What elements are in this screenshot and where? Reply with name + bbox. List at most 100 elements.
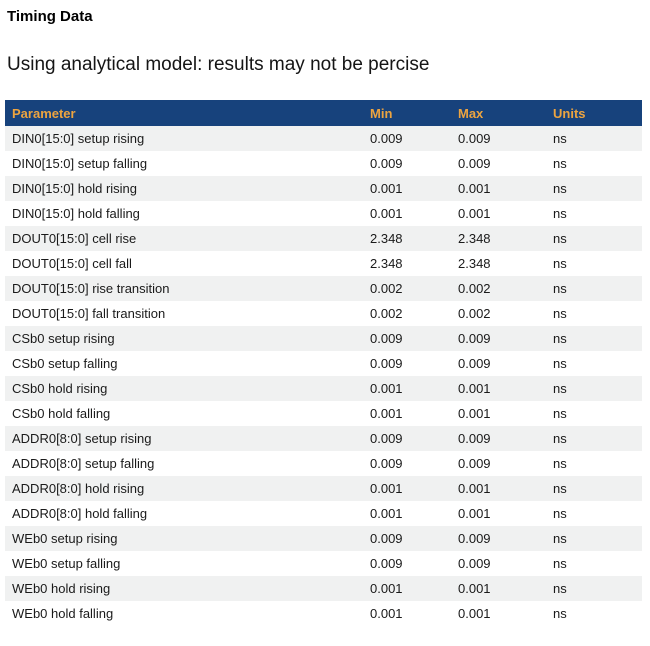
cell-max: 0.009 xyxy=(458,131,491,146)
cell-parameter: CSb0 hold falling xyxy=(12,406,111,421)
table-row: ADDR0[8:0] setup falling 0.009 0.009 ns xyxy=(5,451,642,476)
table-row: WEb0 hold falling 0.001 0.001 ns xyxy=(5,601,642,626)
cell-units: ns xyxy=(553,206,567,221)
cell-max: 0.001 xyxy=(458,581,491,596)
cell-parameter: WEb0 hold rising xyxy=(12,581,111,596)
cell-min: 2.348 xyxy=(370,231,403,246)
cell-min: 0.009 xyxy=(370,556,403,571)
cell-parameter: ADDR0[8:0] setup falling xyxy=(12,456,155,471)
page-title: Timing Data xyxy=(7,8,93,25)
cell-parameter: DIN0[15:0] hold rising xyxy=(12,181,138,196)
cell-min: 0.001 xyxy=(370,206,403,221)
cell-units: ns xyxy=(553,606,567,621)
cell-units: ns xyxy=(553,406,567,421)
table-row: DIN0[15:0] setup falling 0.009 0.009 ns xyxy=(5,151,642,176)
table-row: DOUT0[15:0] fall transition 0.002 0.002 ns xyxy=(5,301,642,326)
cell-parameter: CSb0 setup falling xyxy=(12,356,118,371)
table-row: DOUT0[15:0] cell fall 2.348 2.348 ns xyxy=(5,251,642,276)
cell-min: 0.001 xyxy=(370,406,403,421)
cell-units: ns xyxy=(553,431,567,446)
cell-min: 0.009 xyxy=(370,456,403,471)
cell-units: ns xyxy=(553,381,567,396)
cell-parameter: DIN0[15:0] hold falling xyxy=(12,206,140,221)
cell-parameter: DOUT0[15:0] rise transition xyxy=(12,281,170,296)
cell-min: 0.009 xyxy=(370,131,403,146)
cell-parameter: CSb0 setup rising xyxy=(12,331,115,346)
cell-units: ns xyxy=(553,331,567,346)
cell-parameter: DOUT0[15:0] cell fall xyxy=(12,256,132,271)
cell-max: 0.002 xyxy=(458,281,491,296)
cell-parameter: WEb0 setup rising xyxy=(12,531,118,546)
table-row: CSb0 setup falling 0.009 0.009 ns xyxy=(5,351,642,376)
cell-parameter: DOUT0[15:0] fall transition xyxy=(12,306,166,321)
cell-units: ns xyxy=(553,156,567,171)
table-row: CSb0 hold falling 0.001 0.001 ns xyxy=(5,401,642,426)
cell-units: ns xyxy=(553,556,567,571)
cell-min: 0.001 xyxy=(370,581,403,596)
cell-max: 0.009 xyxy=(458,531,491,546)
cell-max: 0.009 xyxy=(458,431,491,446)
cell-max: 0.002 xyxy=(458,306,491,321)
table-row: DOUT0[15:0] cell rise 2.348 2.348 ns xyxy=(5,226,642,251)
cell-units: ns xyxy=(553,131,567,146)
cell-max: 0.009 xyxy=(458,356,491,371)
cell-units: ns xyxy=(553,181,567,196)
table-row: WEb0 setup falling 0.009 0.009 ns xyxy=(5,551,642,576)
column-header-min: Min xyxy=(370,105,393,121)
table-row: CSb0 setup rising 0.009 0.009 ns xyxy=(5,326,642,351)
cell-parameter: WEb0 hold falling xyxy=(12,606,114,621)
cell-units: ns xyxy=(553,456,567,471)
cell-min: 0.001 xyxy=(370,181,403,196)
timing-table-body: DIN0[15:0] setup rising 0.009 0.009 ns DIN0[… xyxy=(5,126,642,626)
cell-min: 0.009 xyxy=(370,156,403,171)
cell-parameter: ADDR0[8:0] setup rising xyxy=(12,431,152,446)
cell-min: 0.001 xyxy=(370,506,403,521)
cell-min: 0.002 xyxy=(370,281,403,296)
cell-max: 0.001 xyxy=(458,406,491,421)
cell-min: 0.009 xyxy=(370,531,403,546)
cell-max: 0.001 xyxy=(458,606,491,621)
cell-parameter: ADDR0[8:0] hold rising xyxy=(12,481,145,496)
page-subtitle: Using analytical model: results may not … xyxy=(7,54,430,75)
column-header-parameter: Parameter xyxy=(12,105,76,121)
table-row: WEb0 hold rising 0.001 0.001 ns xyxy=(5,576,642,601)
cell-units: ns xyxy=(553,356,567,371)
cell-min: 0.009 xyxy=(370,356,403,371)
cell-units: ns xyxy=(553,531,567,546)
column-header-max: Max xyxy=(458,105,484,121)
cell-units: ns xyxy=(553,231,567,246)
cell-min: 0.009 xyxy=(370,431,403,446)
table-row: ADDR0[8:0] setup rising 0.009 0.009 ns xyxy=(5,426,642,451)
cell-max: 0.009 xyxy=(458,156,491,171)
cell-max: 0.001 xyxy=(458,206,491,221)
cell-max: 0.001 xyxy=(458,481,491,496)
cell-max: 2.348 xyxy=(458,256,491,271)
cell-min: 0.002 xyxy=(370,306,403,321)
cell-max: 0.001 xyxy=(458,506,491,521)
cell-parameter: DIN0[15:0] setup falling xyxy=(12,156,148,171)
cell-units: ns xyxy=(553,481,567,496)
cell-min: 0.001 xyxy=(370,606,403,621)
cell-parameter: DIN0[15:0] setup rising xyxy=(12,131,145,146)
cell-min: 2.348 xyxy=(370,256,403,271)
cell-max: 0.009 xyxy=(458,556,491,571)
table-row: ADDR0[8:0] hold rising 0.001 0.001 ns xyxy=(5,476,642,501)
cell-max: 0.009 xyxy=(458,456,491,471)
cell-min: 0.001 xyxy=(370,481,403,496)
cell-parameter: WEb0 setup falling xyxy=(12,556,121,571)
cell-max: 0.001 xyxy=(458,181,491,196)
table-header-row: Parameter Min Max Units xyxy=(5,100,642,126)
table-row: CSb0 hold rising 0.001 0.001 ns xyxy=(5,376,642,401)
cell-units: ns xyxy=(553,281,567,296)
cell-parameter: DOUT0[15:0] cell rise xyxy=(12,231,137,246)
cell-units: ns xyxy=(553,256,567,271)
table-row: ADDR0[8:0] hold falling 0.001 0.001 ns xyxy=(5,501,642,526)
cell-min: 0.001 xyxy=(370,381,403,396)
cell-units: ns xyxy=(553,506,567,521)
cell-parameter: ADDR0[8:0] hold falling xyxy=(12,506,148,521)
cell-min: 0.009 xyxy=(370,331,403,346)
cell-max: 0.001 xyxy=(458,381,491,396)
table-row: DIN0[15:0] setup rising 0.009 0.009 ns xyxy=(5,126,642,151)
cell-parameter: CSb0 hold rising xyxy=(12,381,108,396)
cell-max: 0.009 xyxy=(458,331,491,346)
